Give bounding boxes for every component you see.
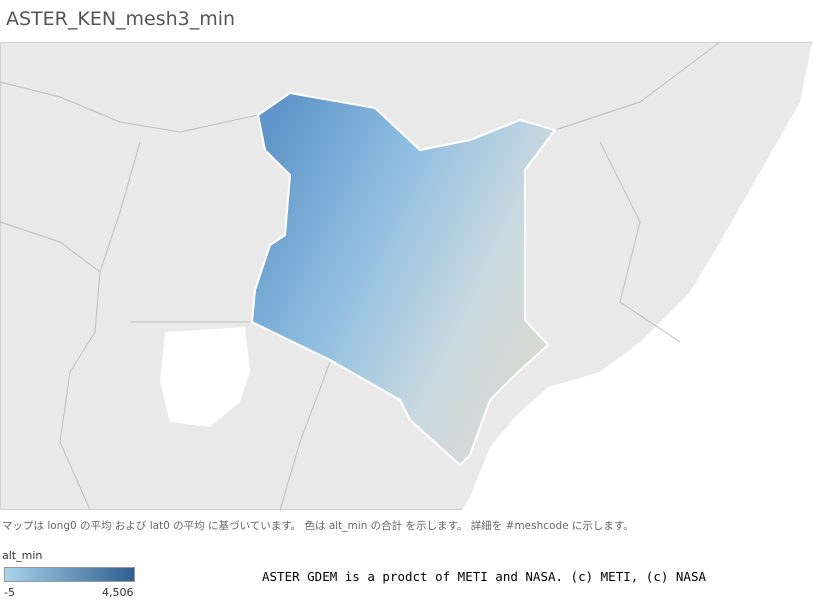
legend-title: alt_min: [2, 549, 43, 562]
map: [0, 42, 812, 511]
legend-bar: [4, 567, 135, 582]
ocean: [462, 42, 812, 510]
borders: [0, 42, 721, 511]
legend-max: 4,506: [102, 586, 134, 599]
legend-gradient: [4, 567, 135, 582]
kenya-region: [250, 91, 557, 467]
legend-min: -5: [4, 586, 15, 599]
title: ASTER_KEN_mesh3_min: [6, 8, 236, 30]
credit: ASTER GDEM is a prodct of METI and NASA.…: [262, 569, 707, 584]
caption: マップは long0 の平均 および lat0 の平均 に基づいています。 色は…: [2, 520, 634, 532]
lake: [160, 327, 250, 427]
